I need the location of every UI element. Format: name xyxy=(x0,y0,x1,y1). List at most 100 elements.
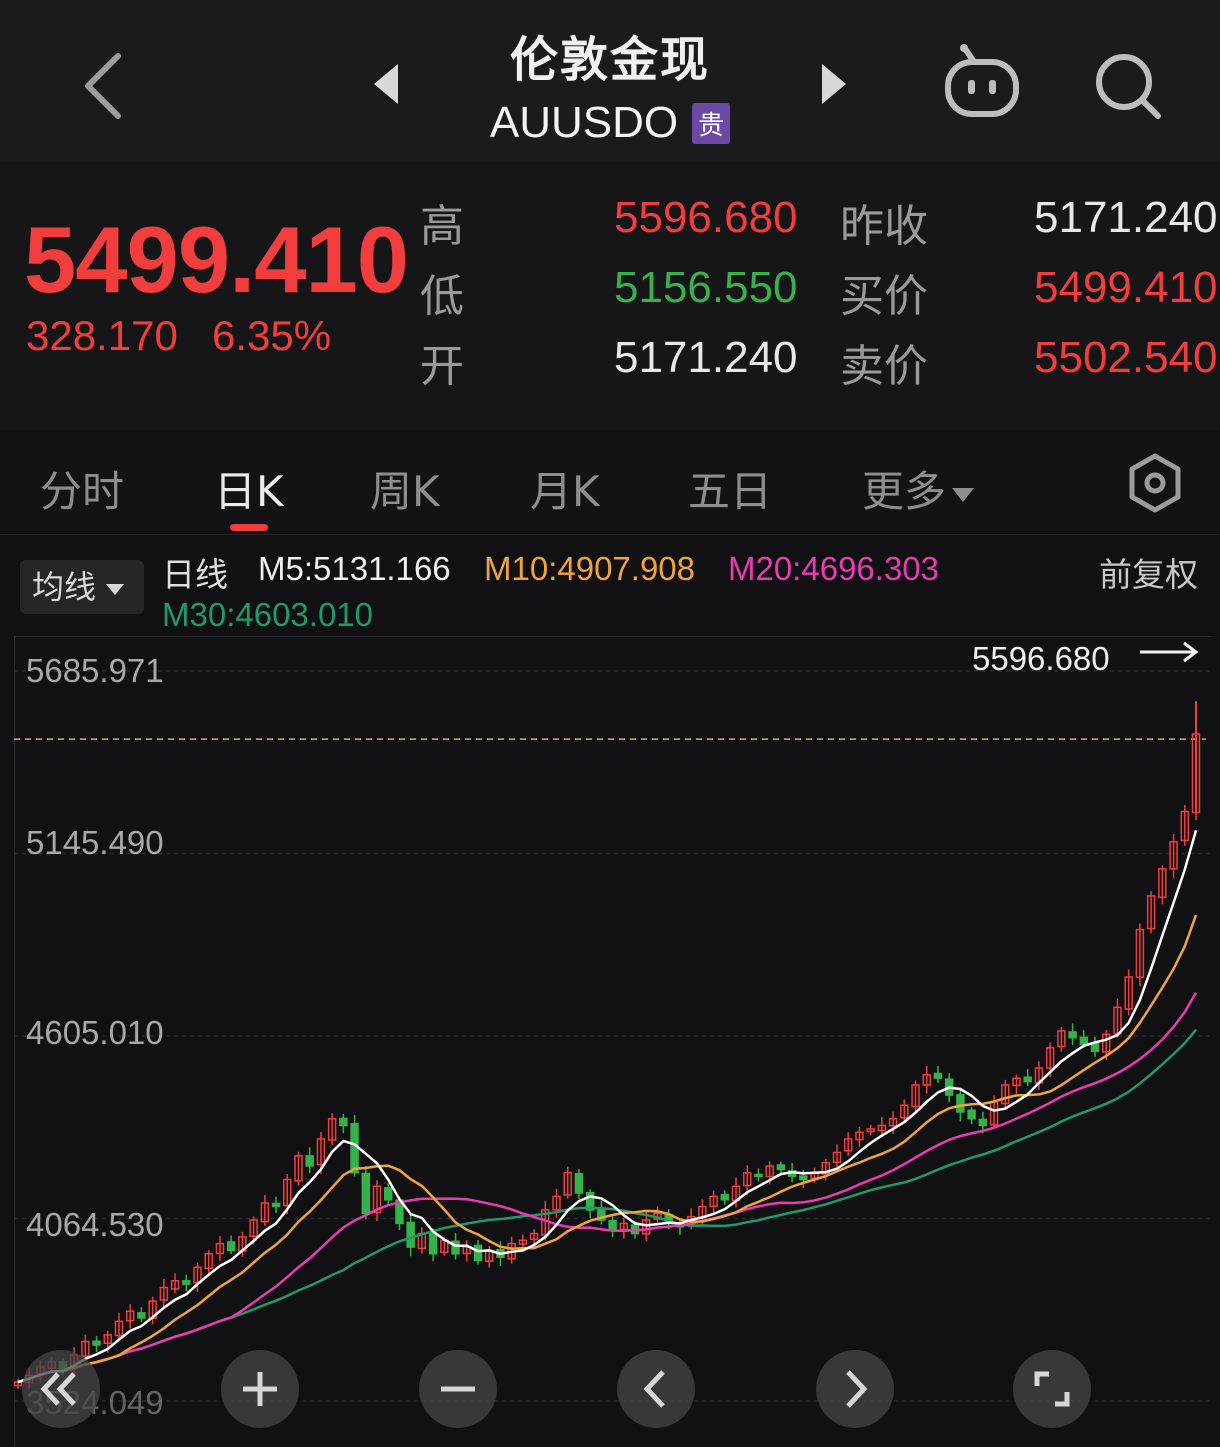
candle-body xyxy=(574,1173,584,1194)
chevron-right-icon xyxy=(846,1370,868,1408)
candle-body xyxy=(552,1195,561,1211)
candle-body xyxy=(608,1219,617,1231)
candle-body xyxy=(428,1232,438,1255)
candle-body xyxy=(305,1155,314,1167)
candle-body xyxy=(215,1242,225,1255)
ma-selector-label: 均线 xyxy=(32,568,97,606)
candle-body xyxy=(327,1117,337,1141)
tab-intraday[interactable]: 分时 xyxy=(40,467,125,516)
candle-body xyxy=(1001,1084,1010,1105)
candle-body xyxy=(866,1128,875,1133)
candle-body xyxy=(888,1117,898,1127)
candle-body xyxy=(1068,1031,1077,1039)
previous-symbol-icon[interactable] xyxy=(370,62,402,106)
settings-hexagon-icon[interactable] xyxy=(1124,452,1186,514)
candle-body xyxy=(956,1094,965,1113)
candle-body xyxy=(743,1172,752,1187)
candle-body xyxy=(137,1312,146,1319)
candle-body xyxy=(1012,1077,1021,1087)
candle-body xyxy=(518,1239,528,1245)
fullscreen-button[interactable] xyxy=(1013,1350,1091,1428)
minus-icon xyxy=(441,1386,475,1392)
category-badge: 贵 xyxy=(692,102,731,144)
tab-five-day[interactable]: 五日 xyxy=(688,467,773,516)
candle-body xyxy=(114,1320,124,1337)
candle-body xyxy=(967,1109,976,1120)
candle-body xyxy=(1158,868,1167,898)
robot-assistant-icon[interactable] xyxy=(940,44,1024,120)
candle-body xyxy=(1045,1047,1055,1069)
candle-body xyxy=(204,1253,213,1270)
candle-body xyxy=(159,1286,169,1301)
prev-close-value: 5171.240 xyxy=(1034,193,1218,242)
kline-chart-frame[interactable] xyxy=(14,636,1211,1447)
candle-body xyxy=(451,1240,460,1255)
dropdown-caret-icon xyxy=(952,487,975,502)
bid-label: 买价 xyxy=(840,271,928,322)
ma20-value: M20:4696.303 xyxy=(728,550,940,587)
zoom-out-button[interactable] xyxy=(419,1350,497,1428)
ma20-line xyxy=(17,991,1198,1384)
candle-body xyxy=(350,1123,359,1174)
pan-left-button[interactable] xyxy=(617,1350,695,1428)
price-change: 328.170 xyxy=(26,312,178,359)
y-axis-label: 5145.490 xyxy=(26,824,164,861)
ma10-value: M10:4907.908 xyxy=(484,550,696,587)
candle-body xyxy=(92,1340,101,1346)
kline-chart[interactable] xyxy=(14,636,1210,1446)
high-value: 5596.680 xyxy=(614,193,798,242)
candle-body xyxy=(765,1165,774,1178)
candle-body xyxy=(911,1084,920,1108)
bid-value: 5499.410 xyxy=(1034,263,1218,312)
fullscreen-icon xyxy=(1034,1371,1070,1407)
candle-body xyxy=(316,1138,326,1166)
dropdown-caret-icon xyxy=(106,583,125,595)
candle-body xyxy=(978,1118,988,1127)
candle-body xyxy=(720,1193,730,1201)
next-symbol-icon[interactable] xyxy=(818,62,850,106)
y-axis-label: 4064.530 xyxy=(26,1206,164,1243)
open-value: 5171.240 xyxy=(614,333,798,382)
back-arrow-icon[interactable] xyxy=(78,50,128,122)
adjust-mode[interactable]: 前复权 xyxy=(1099,555,1198,594)
candle-body xyxy=(922,1074,931,1086)
ma5-value: M5:5131.166 xyxy=(258,550,451,587)
candle-body xyxy=(226,1241,236,1252)
candle-body xyxy=(619,1222,629,1231)
candle-body xyxy=(372,1185,382,1214)
price-change-percent: 6.35% xyxy=(212,312,332,359)
ask-label: 卖价 xyxy=(840,341,928,392)
candle-body xyxy=(1169,841,1178,870)
zoom-in-button[interactable] xyxy=(221,1350,299,1428)
candle-body xyxy=(1102,1033,1111,1053)
prev-close-label: 昨收 xyxy=(840,201,928,252)
tab-daily-k[interactable]: 日K xyxy=(214,467,284,516)
active-tab-indicator xyxy=(230,524,268,531)
tab-weekly-k[interactable]: 周K xyxy=(370,467,440,516)
ma30-value: M30:4603.010 xyxy=(162,596,374,633)
instrument-code-line: AUUSDO 贵 xyxy=(410,98,810,148)
candle-body xyxy=(1023,1076,1032,1083)
pan-right-button[interactable] xyxy=(816,1350,894,1428)
low-label: 低 xyxy=(420,271,464,322)
candle-body xyxy=(529,1232,539,1241)
candle-body xyxy=(339,1117,348,1127)
search-icon[interactable] xyxy=(1092,50,1164,122)
candle-body xyxy=(384,1187,393,1201)
tab-more[interactable]: 更多 xyxy=(862,458,975,519)
candle-body xyxy=(81,1340,90,1357)
candle-body xyxy=(642,1219,651,1235)
candle-body xyxy=(585,1191,595,1211)
ma10-line xyxy=(17,914,1198,1384)
candle-body xyxy=(182,1280,191,1285)
collapse-left-button[interactable] xyxy=(22,1350,100,1428)
ask-value: 5502.540 xyxy=(1034,333,1218,382)
candle-body xyxy=(877,1124,887,1132)
candle-body xyxy=(799,1175,808,1181)
tab-monthly-k[interactable]: 月K xyxy=(530,467,600,516)
candle-body xyxy=(249,1219,258,1237)
plus-icon xyxy=(243,1372,277,1406)
candle-body xyxy=(832,1151,842,1164)
instrument-name: 伦敦金现 xyxy=(509,32,710,88)
ma-selector[interactable]: 均线 xyxy=(20,560,144,614)
